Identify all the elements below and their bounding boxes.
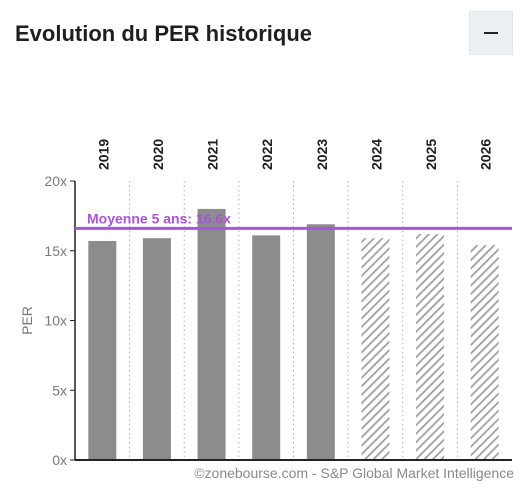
bar-estimate xyxy=(470,245,499,460)
y-tick-label: 10x xyxy=(44,313,67,329)
page-title: Evolution du PER historique xyxy=(15,21,312,46)
y-axis-title: PER xyxy=(19,306,35,335)
category-label: 2019 xyxy=(95,139,111,170)
y-tick-label: 20x xyxy=(44,173,67,189)
category-label: 2026 xyxy=(478,139,494,170)
source-credit: ©zonebourse.com - S&P Global Market Inte… xyxy=(194,465,514,481)
category-label: 2023 xyxy=(314,139,330,170)
bar xyxy=(88,240,117,460)
bar-estimate xyxy=(361,238,390,460)
bar xyxy=(306,224,335,460)
y-tick-label: 5x xyxy=(52,382,67,398)
category-label: 2024 xyxy=(368,139,384,170)
y-tick-label: 0x xyxy=(52,452,67,468)
collapse-button[interactable] xyxy=(469,11,513,55)
category-label: 2020 xyxy=(150,139,166,170)
average-label: Moyenne 5 ans: 16.6x xyxy=(87,210,231,226)
category-label: 2025 xyxy=(423,139,439,170)
bar xyxy=(142,238,171,460)
bar xyxy=(252,235,281,460)
minus-icon xyxy=(484,32,498,34)
category-label: 2022 xyxy=(259,139,275,170)
category-label: 2021 xyxy=(205,139,221,170)
bar-estimate xyxy=(416,234,445,460)
bar xyxy=(197,208,226,460)
y-tick-label: 15x xyxy=(44,243,67,259)
